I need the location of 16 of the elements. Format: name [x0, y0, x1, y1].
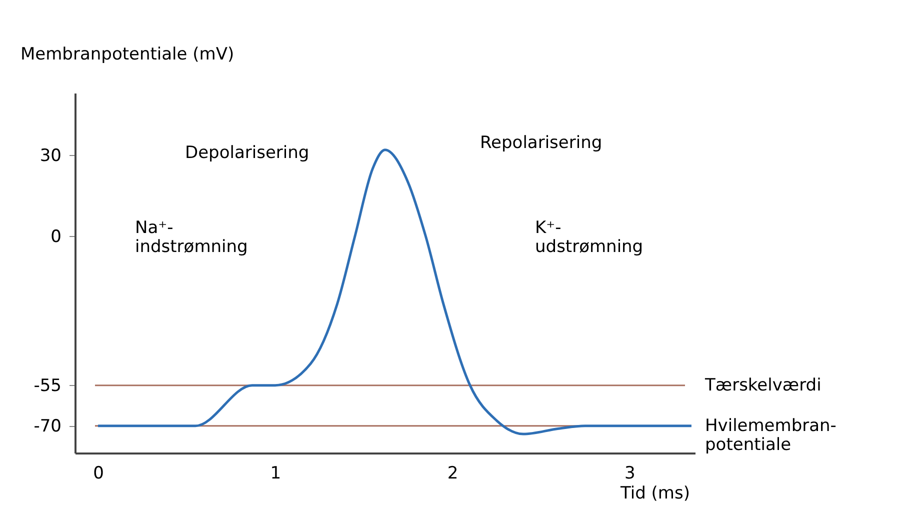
- ref-line-label: Tærskelværdi: [704, 375, 822, 396]
- x-axis-title: Tid (ms): [620, 484, 690, 504]
- x-tick-label: 3: [624, 464, 636, 484]
- annotation: Repolarisering: [480, 133, 602, 153]
- annotation: Na⁺- indstrømning: [135, 218, 248, 257]
- x-tick-label: 0: [93, 464, 104, 484]
- x-tick-label: 1: [270, 464, 282, 484]
- y-tick-label: 30: [40, 146, 62, 166]
- y-tick-label: 0: [50, 226, 62, 247]
- x-tick-label: 2: [447, 464, 458, 484]
- ref-line-label: Hvilemembran- potentiale: [705, 416, 836, 455]
- annotation: K⁺- udstrømning: [535, 218, 644, 257]
- y-axis-title: Membranpotentiale (mV): [20, 44, 234, 64]
- y-tick-label: -55: [34, 376, 62, 396]
- annotation: Depolarisering: [185, 143, 310, 163]
- y-tick-label: -70: [34, 416, 62, 436]
